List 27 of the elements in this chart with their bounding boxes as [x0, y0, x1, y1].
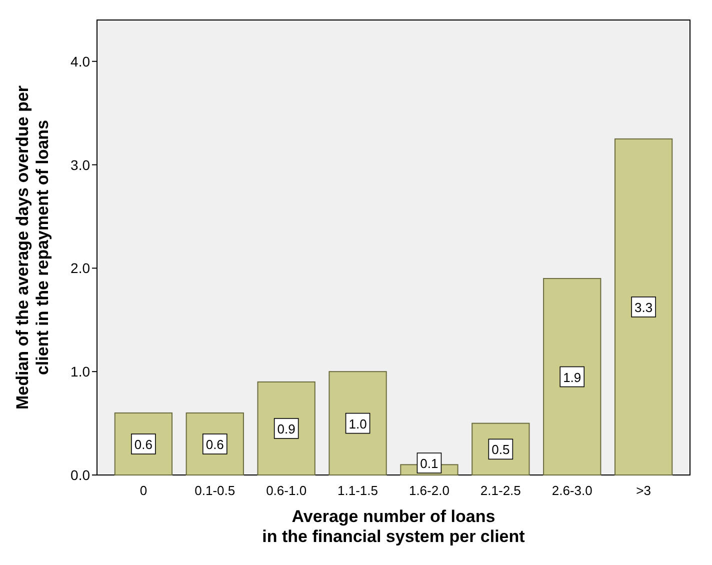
x-tick-label: 1.1-1.5 — [338, 483, 378, 498]
data-label: 0.6 — [206, 436, 224, 452]
bar — [328, 371, 387, 476]
x-tick-label: 2.6-3.0 — [552, 483, 592, 498]
x-tick-label: >3 — [636, 483, 651, 498]
x-tick-label: 0 — [140, 483, 148, 498]
y-axis-title: Median of the average days overdue per client in the repayment of loans — [13, 85, 52, 410]
data-label: 0.1 — [420, 456, 438, 471]
data-label: 1.9 — [563, 370, 582, 385]
x-tick-label: 1.6-2.0 — [408, 483, 450, 498]
y-tick-label: 4.0 — [70, 53, 90, 70]
y-tick-label: 2.0 — [70, 260, 90, 276]
y-tick-label: 3.0 — [70, 156, 90, 173]
y-tick-label: 0.0 — [70, 467, 90, 483]
bar — [257, 381, 316, 476]
data-label: 3.3 — [634, 300, 653, 315]
x-tick-label: 0.6-1.0 — [266, 483, 307, 498]
data-label: 1.0 — [348, 416, 367, 432]
x-tick-label: 2.1-2.5 — [480, 483, 521, 498]
x-tick-label: 0.1-0.5 — [194, 483, 236, 498]
bar — [543, 278, 602, 476]
bar — [614, 138, 673, 476]
y-tick-label: 1.0 — [70, 364, 90, 380]
x-axis-title: Average number of loans in the financial system per client — [262, 507, 526, 546]
data-label: 0.6 — [134, 436, 152, 452]
data-label: 0.5 — [492, 442, 510, 458]
data-label: 0.9 — [277, 421, 296, 436]
